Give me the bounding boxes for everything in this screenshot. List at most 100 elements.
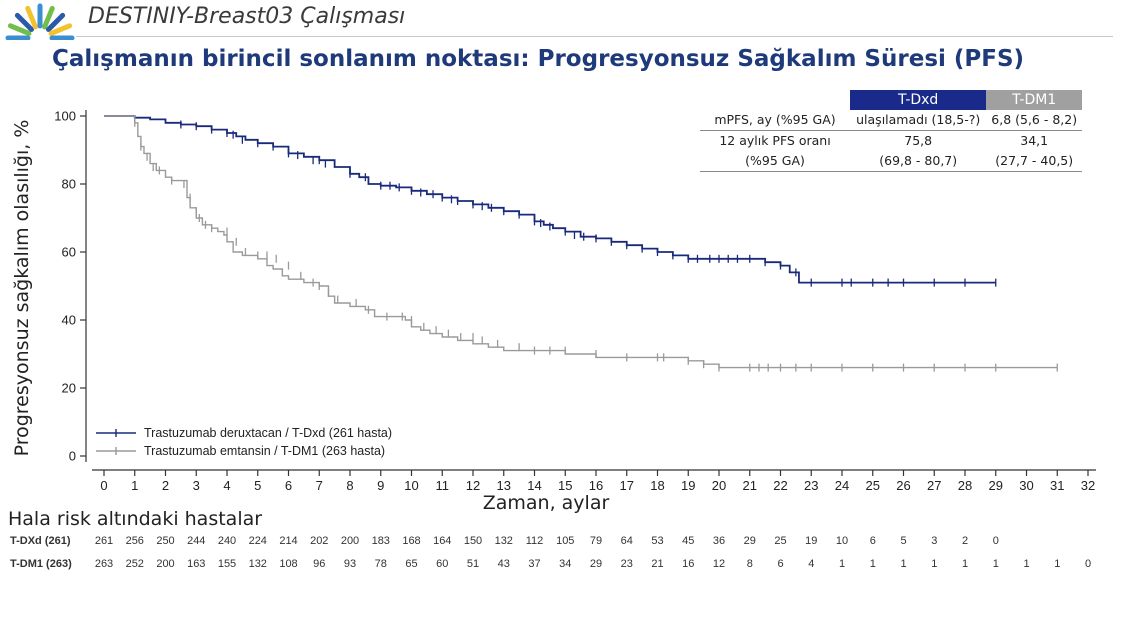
- x-tick-label: 21: [743, 478, 757, 493]
- risk-row-label: T-DXd (261): [10, 535, 71, 547]
- stats-table: T-Dxd T-DM1 mPFS, ay (%95 GA) ulaşılamad…: [700, 90, 1082, 172]
- x-tick-label: 4: [223, 478, 230, 493]
- x-tick-label: 27: [927, 478, 941, 493]
- risk-value: 43: [497, 558, 510, 570]
- risk-value: 29: [589, 558, 603, 570]
- title-divider: [76, 36, 1113, 37]
- risk-value: 105: [556, 535, 575, 547]
- logo-ray: [14, 12, 35, 33]
- risk-value: 23: [620, 558, 633, 570]
- risk-value: 200: [340, 535, 360, 547]
- risk-value: 36: [712, 535, 726, 547]
- logo-ray: [7, 23, 32, 36]
- x-tick-label: 11: [436, 478, 450, 493]
- y-tick-label: 60: [62, 245, 76, 260]
- risk-value: 6: [777, 558, 784, 570]
- legend-item-tdm1: Trastuzumab emtansin / T-DM1 (263 hasta): [96, 442, 392, 460]
- risk-value: 1: [931, 558, 938, 570]
- risk-value: 244: [187, 535, 206, 547]
- x-tick-label: 29: [989, 478, 1003, 493]
- risk-value: 261: [94, 535, 114, 547]
- risk-value: 132: [248, 558, 267, 570]
- risk-value: 60: [436, 558, 449, 570]
- risk-value: 93: [343, 558, 357, 570]
- x-tick-label: 23: [804, 478, 818, 493]
- stats-cell: ulaşılamadı (18,5-?): [856, 112, 981, 127]
- stats-cell: 6,8 (5,6 - 8,2): [991, 112, 1078, 127]
- risk-value: 37: [528, 558, 541, 570]
- x-tick-label: 10: [404, 478, 418, 493]
- x-tick-label: 13: [497, 478, 511, 493]
- x-tick-label: 7: [316, 478, 323, 493]
- x-tick-label: 6: [285, 478, 292, 493]
- x-tick-label: 19: [681, 478, 695, 493]
- risk-value: 256: [125, 535, 144, 547]
- risk-value: 78: [374, 558, 387, 570]
- risk-value: 34: [559, 558, 572, 570]
- x-tick-label: 24: [835, 478, 849, 493]
- stats-row-label: mPFS, ay (%95 GA): [714, 112, 836, 127]
- risk-value: 6: [869, 535, 876, 547]
- logo-ray: [45, 12, 66, 33]
- legend: Trastuzumab deruxtacan / T-Dxd (261 hast…: [96, 424, 392, 460]
- study-logo-icon: [5, 3, 75, 40]
- stats-row-label: (%95 GA): [700, 151, 850, 172]
- risk-value: 112: [525, 535, 544, 547]
- risk-value: 1: [992, 558, 999, 570]
- risk-value: 240: [217, 535, 237, 547]
- risk-value: 21: [651, 558, 664, 570]
- risk-value: 183: [371, 535, 390, 547]
- risk-value: 1: [1023, 558, 1030, 570]
- risk-value: 263: [94, 558, 114, 570]
- risk-value: 164: [433, 535, 452, 547]
- x-tick-label: 2: [162, 478, 169, 493]
- headline: Çalışmanın birincil sonlanım noktası: Pr…: [52, 46, 1025, 72]
- risk-value: 79: [589, 535, 603, 547]
- stats-header-tdm1: T-DM1: [986, 90, 1082, 110]
- x-tick-label: 5: [254, 478, 261, 493]
- risk-value: 202: [310, 535, 329, 547]
- x-tick-label: 30: [1019, 478, 1033, 493]
- y-axis-label: Progresyonsuz sağkalım olasılığı, %: [11, 119, 33, 457]
- legend-label-tdxd: Trastuzumab deruxtacan / T-Dxd (261 hast…: [144, 426, 393, 440]
- risk-value: 1: [961, 558, 969, 570]
- x-tick-label: 20: [712, 478, 726, 493]
- x-tick-label: 28: [958, 478, 972, 493]
- x-tick-label: 12: [466, 478, 480, 493]
- risk-value: 155: [217, 558, 237, 570]
- stats-cell: 75,8: [850, 130, 987, 151]
- risk-row-label: T-DM1 (263): [10, 558, 72, 570]
- risk-value: 108: [279, 558, 298, 570]
- x-tick-label: 17: [620, 478, 634, 493]
- risk-value: 1: [838, 558, 846, 570]
- risk-value: 16: [682, 558, 695, 570]
- legend-swatch-tdm1: [96, 447, 136, 455]
- x-axis-label: Zaman, aylar: [483, 492, 610, 514]
- risk-value: 150: [463, 535, 483, 547]
- x-tick-label: 26: [896, 478, 910, 493]
- risk-value: 10: [835, 535, 849, 547]
- risk-value: 5: [900, 535, 907, 547]
- legend-label-tdm1: Trastuzumab emtansin / T-DM1 (263 hasta): [144, 444, 386, 458]
- x-tick-label: 1: [131, 478, 138, 493]
- x-tick-label: 9: [377, 478, 384, 493]
- x-tick-label: 18: [650, 478, 664, 493]
- risk-value: 224: [248, 535, 267, 547]
- logo-ray: [48, 23, 73, 36]
- risk-table-title: Hala risk altındaki hastalar: [8, 508, 263, 530]
- risk-value: 252: [125, 558, 144, 570]
- risk-value: 25: [774, 535, 787, 547]
- risk-value: 1: [1054, 558, 1061, 570]
- y-tick-label: 20: [62, 381, 76, 396]
- risk-value: 51: [466, 558, 480, 570]
- risk-value: 168: [402, 535, 421, 547]
- x-tick-label: 3: [193, 478, 200, 493]
- y-tick-label: 0: [69, 449, 76, 464]
- risk-value: 1: [869, 558, 876, 570]
- stats-header-tdxd: T-Dxd: [850, 90, 987, 110]
- x-tick-label: 0: [100, 478, 107, 493]
- x-tick-label: 22: [773, 478, 787, 493]
- risk-value: 8: [746, 558, 753, 570]
- x-tick-label: 15: [558, 478, 572, 493]
